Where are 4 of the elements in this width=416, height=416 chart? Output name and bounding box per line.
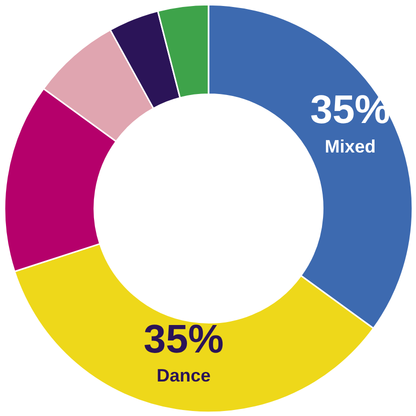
- slice-label: Dance: [156, 366, 211, 386]
- slice-label: Mixed: [324, 136, 376, 156]
- data-label: 35%: [310, 88, 390, 132]
- data-label: 35%: [144, 318, 224, 362]
